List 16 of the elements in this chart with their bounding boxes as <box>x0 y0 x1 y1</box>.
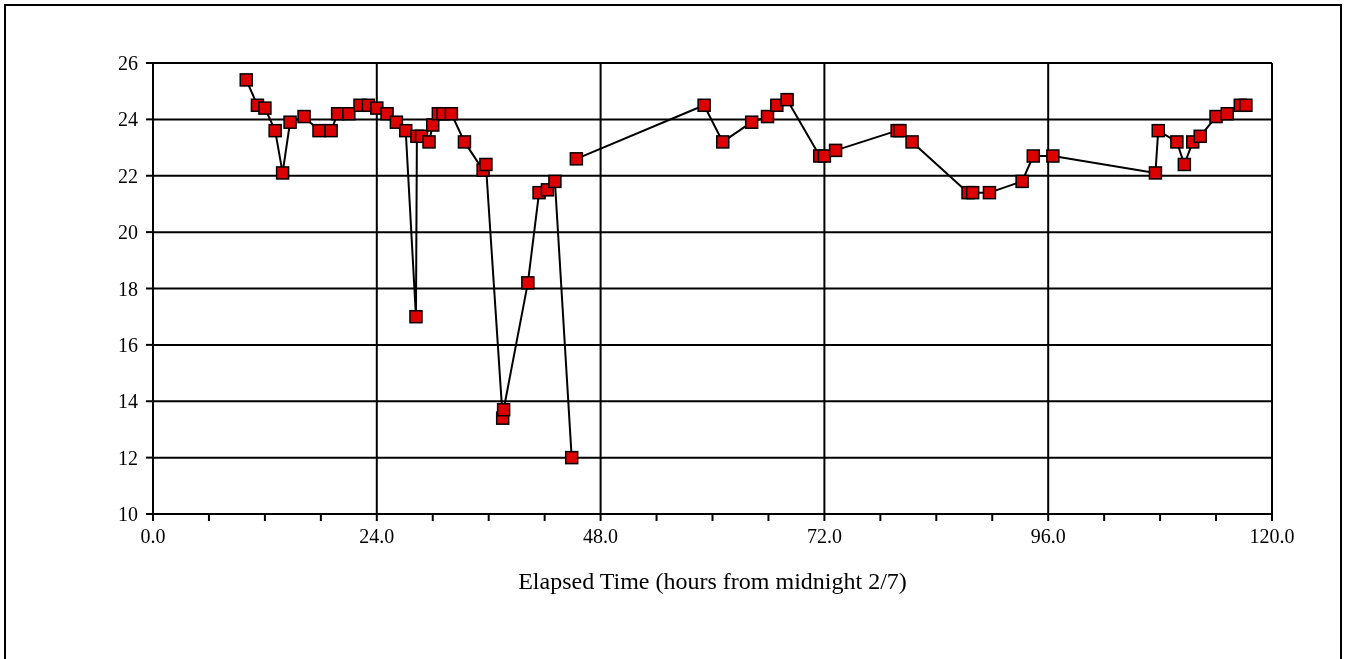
y-tick-label: 10 <box>118 503 138 526</box>
x-tick-label: 120.0 <box>1249 525 1295 548</box>
y-tick-label: 16 <box>118 333 138 356</box>
x-tick-label: 24.0 <box>359 525 395 548</box>
y-tick-label: 18 <box>118 277 138 300</box>
y-tick-label: 20 <box>118 221 138 244</box>
x-axis-title: Elapsed Time (hours from midnight 2/7) <box>518 568 907 595</box>
y-tick-label: 26 <box>118 52 138 75</box>
x-tick-label: 96.0 <box>1030 525 1066 548</box>
y-tick-label: 24 <box>118 108 138 131</box>
y-tick-label: 12 <box>118 446 138 469</box>
y-tick-label: 14 <box>118 390 138 413</box>
x-tick-label: 48.0 <box>583 525 619 548</box>
x-tick-label: 72.0 <box>806 525 842 548</box>
y-tick-label: 22 <box>118 164 138 187</box>
x-tick-label: 0.0 <box>140 525 166 548</box>
